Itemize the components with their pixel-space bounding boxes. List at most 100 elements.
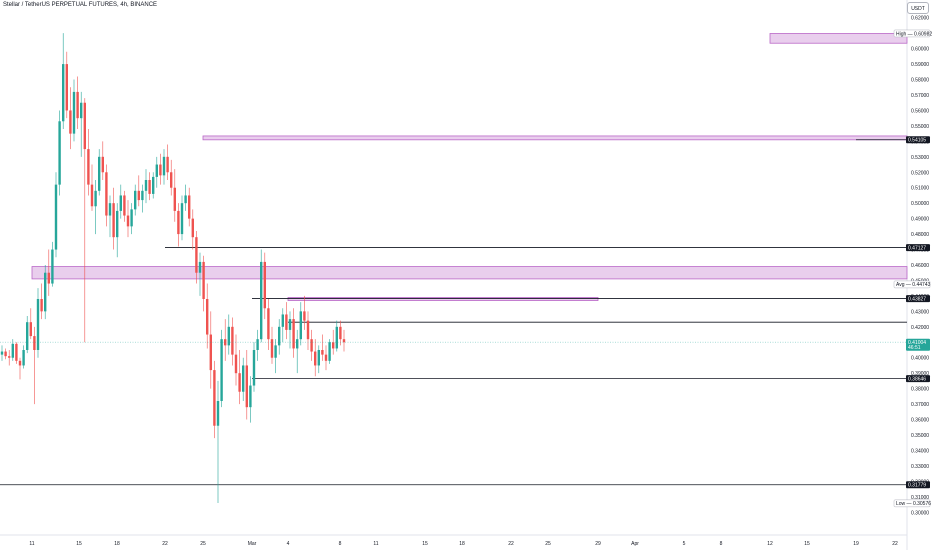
candle-body [342, 339, 346, 343]
candle-body [83, 102, 86, 150]
candle-body [155, 164, 158, 177]
candle-body [148, 180, 151, 194]
candle-body [8, 356, 11, 358]
candle-body [195, 237, 198, 273]
y-tick-label: 0.36000 [911, 418, 929, 424]
candle-body [299, 311, 302, 340]
y-tick-label: 0.49000 [911, 217, 929, 223]
candle-body [184, 195, 187, 204]
price-label-text: 0.43827 [908, 296, 926, 302]
candle-body [256, 339, 259, 350]
candle-body [119, 195, 122, 211]
candle-body [36, 299, 40, 350]
supply-demand-zone [202, 135, 908, 141]
candle-body [72, 91, 76, 134]
candle-body [267, 308, 270, 340]
candle-body [90, 184, 94, 207]
price-label-level [906, 244, 930, 252]
candle-body [0, 351, 4, 355]
price-label-level [906, 375, 930, 383]
y-tick-label: 0.33000 [911, 464, 929, 470]
candle-body [87, 149, 90, 185]
candle-body [101, 156, 104, 173]
y-tick-label: 0.56000 [911, 108, 929, 114]
candle-body [332, 342, 335, 349]
candle-body [123, 195, 126, 216]
price-label-current [906, 338, 930, 351]
candle-body [47, 272, 50, 284]
y-tick-label: 0.51000 [911, 186, 929, 192]
y-tick-label: 0.38000 [911, 387, 929, 393]
y-tick-label: 0.62000 [911, 16, 929, 22]
x-tick-label: 15 [804, 541, 810, 547]
price-label-low [893, 499, 931, 508]
candle-body [310, 339, 313, 352]
candle-body [80, 102, 83, 119]
candle-body [22, 350, 25, 366]
candle-body [76, 91, 79, 119]
candle-body [281, 314, 284, 327]
candle-body [108, 203, 112, 216]
candle-body [15, 343, 18, 361]
y-tick-label: 0.30000 [911, 510, 929, 516]
x-tick-label: 15 [76, 541, 82, 547]
candle-body [249, 385, 252, 408]
candle-body [98, 156, 101, 191]
x-tick-label: Mar [248, 541, 257, 547]
candle-body [144, 180, 148, 191]
x-tick-label: Apr [631, 541, 639, 547]
price-label-text: 0.38646 [908, 376, 926, 382]
candle-body [166, 156, 169, 173]
y-tick-label: 0.40000 [911, 356, 929, 362]
candle-body [173, 187, 176, 211]
candle-body [159, 164, 162, 176]
x-tick-label: 8 [339, 541, 342, 547]
x-tick-label: 18 [114, 541, 120, 547]
x-tick-label: 15 [422, 541, 428, 547]
candle-body [260, 261, 263, 340]
supply-demand-zone [769, 33, 908, 44]
candle-body [188, 195, 191, 219]
y-tick-label: 0.57000 [911, 93, 929, 99]
candle-body [198, 261, 202, 273]
candle-body [126, 215, 130, 227]
candle-body [252, 350, 256, 386]
candle-body [54, 184, 58, 250]
candle-body [274, 345, 277, 358]
y-tick-label: 0.52000 [911, 170, 929, 176]
x-tick-label: 18 [459, 541, 465, 547]
currency-button[interactable]: USDT [907, 2, 929, 14]
x-tick-label: 11 [373, 541, 378, 547]
candle-body [339, 326, 342, 340]
chart-title: Stellar / TetherUS PERPETUAL FUTURES, 4h… [3, 2, 158, 8]
y-tick-label: 0.43000 [911, 309, 929, 315]
candle-body [296, 339, 299, 349]
y-tick-label: 0.46000 [911, 263, 929, 269]
price-label-text: 0.54105 [908, 138, 926, 144]
price-label-avg [893, 280, 931, 289]
candle-body [328, 342, 331, 361]
price-label-text: Avg — 0.44743 [896, 282, 931, 288]
candle-body [213, 370, 216, 426]
candle-body [152, 176, 155, 194]
candle-body [105, 172, 108, 216]
candle-body [335, 326, 338, 349]
y-tick-label: 0.35000 [911, 433, 929, 439]
supply-demand-zone [287, 297, 599, 301]
x-tick-label: 22 [892, 541, 898, 547]
candle-body [238, 373, 241, 392]
candle-body [285, 314, 288, 330]
candle-body [4, 351, 7, 357]
candle-body [314, 351, 317, 366]
x-tick-label: 22 [508, 541, 514, 547]
candle-body [141, 190, 144, 201]
supply-demand-zone [31, 266, 908, 280]
candle-body [162, 156, 166, 176]
candle-body [137, 190, 140, 201]
candle-body [227, 326, 230, 346]
candle-body [303, 311, 306, 321]
candle-body [288, 319, 292, 330]
candle-body [33, 336, 36, 350]
y-tick-label: 0.39000 [911, 371, 929, 377]
